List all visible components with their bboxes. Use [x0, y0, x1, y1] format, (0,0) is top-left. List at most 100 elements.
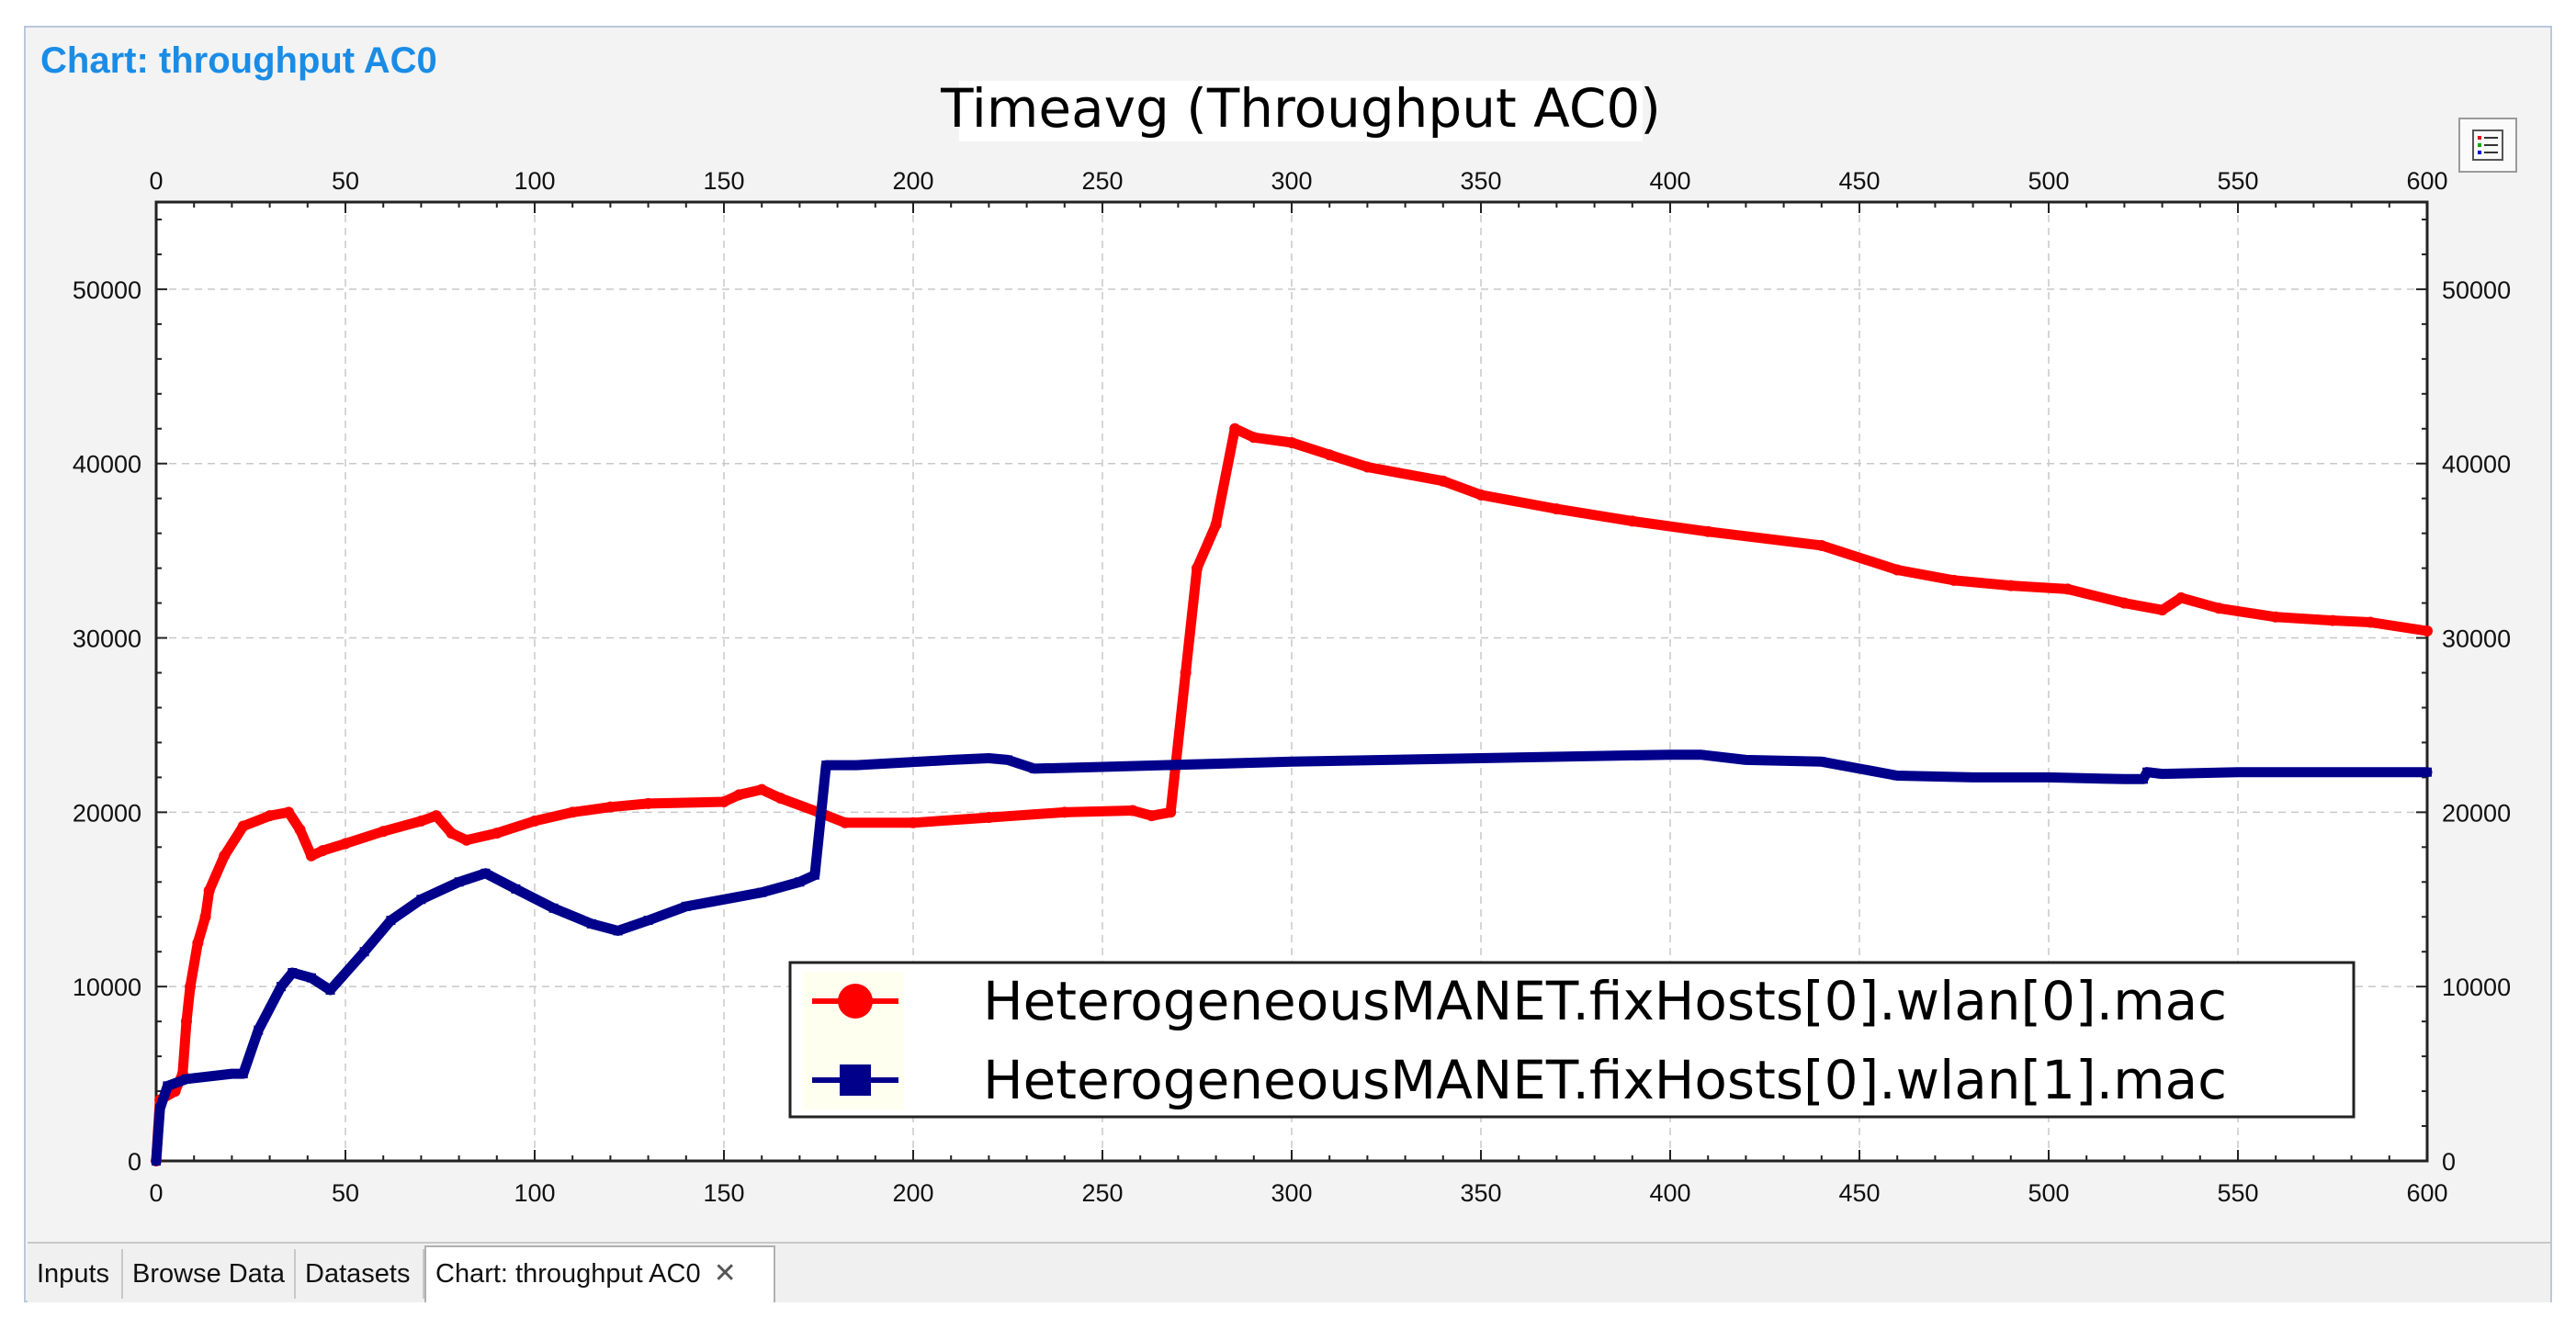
series-point-0 — [1229, 422, 1241, 434]
series-point-1 — [227, 1069, 237, 1079]
series-point-0 — [2062, 583, 2073, 595]
series-point-1 — [757, 887, 767, 897]
series-point-1 — [1666, 749, 1675, 760]
series-point-0 — [1815, 539, 1827, 551]
x-tick-label-bottom: 50 — [332, 1179, 359, 1207]
series-point-1 — [1098, 762, 1107, 772]
legend-label-0: HeterogeneousMANET.fixHosts[0].wlan[0].m… — [983, 970, 2227, 1032]
tab-inputs[interactable]: Inputs — [28, 1249, 123, 1299]
series-point-0 — [203, 884, 215, 896]
series-point-0 — [1324, 449, 1336, 461]
series-point-0 — [180, 1016, 192, 1028]
series-point-1 — [1287, 757, 1296, 767]
series-point-1 — [163, 1081, 173, 1091]
legend-marker-1 — [840, 1064, 871, 1096]
legend-box — [788, 961, 2356, 1119]
tab-datasets[interactable]: Datasets — [296, 1249, 424, 1299]
series-point-1 — [306, 973, 316, 983]
legend-toggle-button[interactable] — [2458, 118, 2517, 173]
series-point-0 — [2175, 591, 2187, 603]
series-point-0 — [1146, 810, 1158, 822]
series-point-1 — [1476, 753, 1486, 763]
series-point-0 — [446, 828, 458, 839]
series-point-0 — [529, 815, 540, 827]
y-tick-label-right: 10000 — [2442, 974, 2511, 1001]
series-point-1 — [681, 901, 691, 911]
tab-label: Inputs — [37, 1259, 109, 1289]
series-point-1 — [1003, 755, 1012, 765]
tab-chart-throughput[interactable]: Chart: throughput AC0 ✕ — [424, 1245, 775, 1302]
series-point-1 — [1695, 749, 1705, 760]
series-point-0 — [1361, 461, 1373, 473]
x-tick-label-top: 500 — [2028, 167, 2069, 195]
series-point-1 — [288, 967, 298, 977]
y-tick-label-left: 20000 — [73, 799, 141, 827]
series-point-1 — [2309, 767, 2319, 777]
series-point-0 — [378, 826, 390, 838]
series-point-0 — [733, 789, 745, 801]
series-point-0 — [460, 834, 472, 846]
y-tick-label-right: 50000 — [2442, 276, 2511, 304]
series-point-0 — [2422, 625, 2433, 636]
tab-label: Datasets — [305, 1259, 411, 1289]
series-point-0 — [2156, 604, 2168, 616]
series-point-1 — [238, 1069, 248, 1079]
x-tick-label-bottom: 300 — [1271, 1179, 1312, 1207]
x-tick-label-top: 350 — [1460, 167, 1501, 195]
series-point-1 — [852, 760, 862, 771]
series-point-0 — [567, 806, 579, 818]
series-point-1 — [984, 753, 994, 763]
y-tick-label-left: 40000 — [73, 451, 141, 479]
series-point-0 — [774, 793, 786, 805]
tab-label: Chart: throughput AC0 — [435, 1259, 701, 1289]
series-point-0 — [1475, 489, 1486, 501]
chart-area: 0 0 50 50 100 100 150 150 200 200 250 250 300 300 350 3… — [28, 77, 2550, 1242]
y-tick-label-left: 10000 — [73, 974, 141, 1001]
chart-title-bg — [959, 81, 1643, 141]
series-point-0 — [219, 850, 231, 862]
series-point-1 — [821, 760, 831, 771]
series-point-1 — [152, 1156, 161, 1166]
series-point-0 — [2118, 597, 2130, 609]
series-point-0 — [1949, 574, 1960, 586]
series-point-0 — [642, 797, 654, 809]
series-point-0 — [1626, 515, 1638, 527]
series-point-1 — [2157, 769, 2167, 779]
x-tick-label-bottom: 450 — [1838, 1179, 1880, 1207]
x-tick-label-top: 0 — [149, 167, 163, 195]
series-point-1 — [454, 877, 464, 887]
series-point-0 — [1248, 432, 1260, 444]
series-point-0 — [192, 937, 204, 949]
series-point-0 — [839, 817, 851, 828]
series-point-0 — [1126, 805, 1138, 817]
x-tick-label-bottom: 550 — [2217, 1179, 2258, 1207]
series-point-0 — [283, 806, 295, 818]
series-point-0 — [908, 817, 919, 828]
close-x-icon[interactable]: ✕ — [713, 1258, 737, 1289]
series-point-0 — [1058, 806, 1070, 818]
series-point-1 — [416, 895, 426, 905]
x-tick-label-top: 250 — [1081, 167, 1123, 195]
series-point-1 — [1892, 771, 1903, 781]
series-point-1 — [586, 918, 596, 929]
series-point-0 — [317, 845, 329, 857]
x-tick-label-bottom: 200 — [892, 1179, 933, 1207]
series-point-0 — [604, 801, 616, 813]
series-point-0 — [1702, 525, 1714, 537]
series-point-1 — [511, 884, 521, 894]
series-point-0 — [199, 911, 211, 923]
series-point-1 — [1816, 757, 1826, 767]
series-point-1 — [1968, 772, 1978, 783]
x-tick-label-bottom: 0 — [149, 1179, 163, 1207]
series-point-1 — [613, 926, 623, 936]
tab-browse-data[interactable]: Browse Data — [123, 1249, 296, 1299]
series-point-0 — [1210, 519, 1222, 531]
legend-marker-0 — [838, 984, 873, 1019]
series-point-1 — [386, 916, 396, 926]
series-point-1 — [2044, 772, 2053, 783]
series-point-0 — [2365, 616, 2377, 628]
series-point-1 — [643, 916, 653, 926]
series-point-0 — [2270, 611, 2282, 623]
series-point-0 — [1192, 562, 1203, 574]
series-point-1 — [276, 982, 286, 992]
